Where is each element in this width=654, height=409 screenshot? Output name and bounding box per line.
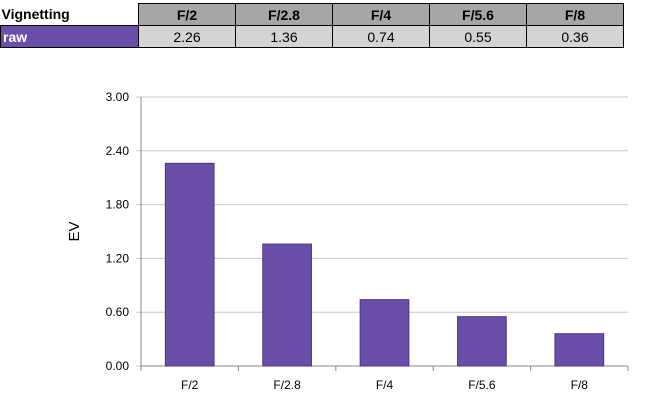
table-cell: 1.36 xyxy=(235,25,333,48)
table-cell: 0.55 xyxy=(429,25,527,48)
bar xyxy=(262,243,312,367)
bar xyxy=(359,299,410,367)
x-tick-label: F/2 xyxy=(181,378,199,392)
y-tick-label: 3.00 xyxy=(106,90,130,104)
bar xyxy=(164,162,215,367)
y-axis-title: EV xyxy=(66,221,83,241)
y-tick-label: 0.00 xyxy=(106,359,130,373)
table-header-row: Vignetting F/2 F/2.8 F/4 F/5.6 F/8 xyxy=(0,3,624,26)
y-tick-label: 1.80 xyxy=(106,198,130,212)
table-cell: 0.36 xyxy=(526,25,624,48)
x-tick-label: F/4 xyxy=(376,378,394,392)
bar xyxy=(554,333,605,367)
table-corner-label: Vignetting xyxy=(0,3,139,26)
x-tick-label: F/8 xyxy=(571,378,589,392)
table-col-header: F/4 xyxy=(332,3,430,26)
table-col-header: F/5.6 xyxy=(429,3,527,26)
data-table: Vignetting F/2 F/2.8 F/4 F/5.6 F/8 raw 2… xyxy=(0,3,624,48)
table-row: raw 2.26 1.36 0.74 0.55 0.36 xyxy=(0,25,624,48)
y-tick-label: 2.40 xyxy=(106,144,130,158)
table-cell: 2.26 xyxy=(138,25,236,48)
table-cell: 0.74 xyxy=(332,25,430,48)
bar xyxy=(457,316,507,367)
x-tick-label: F/5.6 xyxy=(468,378,496,392)
y-tick-label: 0.60 xyxy=(106,305,130,319)
table-row-label: raw xyxy=(0,25,139,48)
table-col-header: F/8 xyxy=(526,3,624,26)
table-col-header: F/2 xyxy=(138,3,236,26)
y-tick-label: 1.20 xyxy=(106,251,130,265)
x-tick-label: F/2.8 xyxy=(273,378,301,392)
